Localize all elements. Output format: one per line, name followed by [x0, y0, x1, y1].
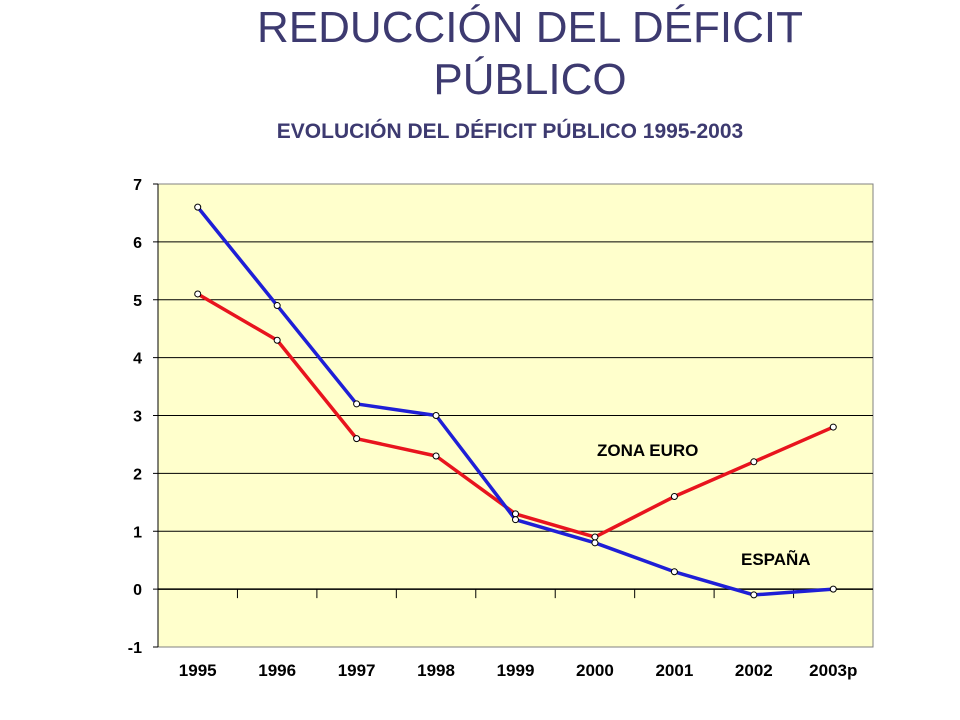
axes: [153, 183, 873, 648]
x-tick-label: 1995: [179, 661, 217, 680]
data-point: [432, 452, 440, 460]
x-tick-label: 2002: [735, 661, 773, 680]
y-tick-label: 6: [133, 235, 142, 252]
y-tick-label: 1: [133, 524, 142, 541]
y-tick-label: -1: [128, 640, 142, 657]
y-tick-label: 0: [133, 582, 142, 599]
x-tick-label: 1996: [258, 661, 296, 680]
x-tick-label: 2003p: [809, 661, 857, 680]
data-point: [670, 568, 678, 576]
y-tick-label: 4: [133, 351, 142, 368]
data-point: [591, 539, 599, 547]
x-tick-label: 2001: [655, 661, 693, 680]
data-point: [353, 400, 361, 408]
data-point: [750, 591, 758, 599]
data-point: [591, 533, 599, 541]
series-group: [194, 203, 837, 599]
series-label-espana: ESPAÑA: [741, 549, 811, 569]
data-point: [512, 510, 519, 518]
x-tick-label: 1999: [497, 661, 535, 680]
data-point: [750, 458, 758, 466]
data-point: [829, 585, 837, 593]
data-point: [829, 423, 837, 431]
y-tick-label: 5: [133, 293, 142, 310]
x-tick-label: 2000: [576, 661, 614, 680]
series-label-zona-euro: ZONA EURO: [597, 441, 698, 460]
data-point: [273, 336, 281, 344]
data-point: [273, 302, 281, 310]
data-point: [353, 435, 361, 443]
y-tick-label: 3: [133, 409, 142, 426]
data-point: [194, 290, 202, 298]
y-tick-label: 2: [133, 466, 142, 483]
data-point: [194, 203, 202, 211]
chart-title: EVOLUCIÓN DEL DÉFICIT PÚBLICO 1995-2003: [276, 120, 744, 143]
data-point: [512, 516, 519, 524]
x-tick-label: 1997: [338, 661, 376, 680]
data-point: [670, 493, 678, 501]
y-tick-label: 7: [133, 177, 142, 194]
x-tick-label: 1998: [417, 661, 455, 680]
tick-labels: 7 6 5 4 3 2 1 0 -1 1995 1996 1997 1998 1999 2000 2001 20…: [128, 177, 858, 680]
slide-title: REDUCCIÓN DEL DÉFICIT PÚBLICO: [257, 3, 803, 104]
data-point: [432, 412, 440, 419]
